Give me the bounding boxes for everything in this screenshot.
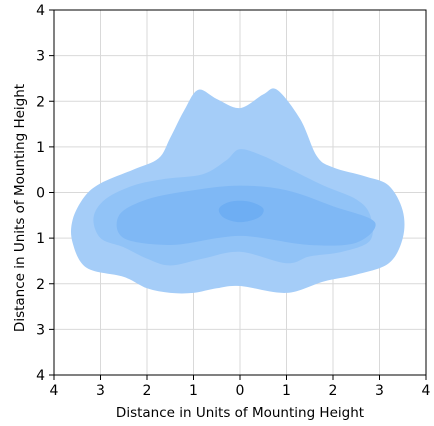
y-tick-label-2: 2 <box>36 277 45 293</box>
x-tick-label-1: 3 <box>96 383 105 399</box>
contour-core <box>218 200 264 223</box>
y-tick-label-7: 3 <box>36 49 45 65</box>
x-tick-label-4: 0 <box>236 383 245 399</box>
x-tick-label-2: 2 <box>143 383 152 399</box>
y-tick-label-0: 4 <box>36 368 45 384</box>
y-tick-label-4: 0 <box>36 186 45 202</box>
x-axis-title: Distance in Units of Mounting Height <box>116 405 364 421</box>
y-tick-label-8: 4 <box>36 3 45 19</box>
x-tick-label-8: 4 <box>422 383 431 399</box>
y-axis-title: Distance in Units of Mounting Height <box>12 84 28 332</box>
contour-regions <box>70 88 405 294</box>
y-tick-label-5: 1 <box>36 140 45 156</box>
x-tick-label-6: 2 <box>329 383 338 399</box>
y-tick-label-6: 2 <box>36 94 45 110</box>
x-tick-label-3: 1 <box>189 383 198 399</box>
y-tick-label-3: 1 <box>36 231 45 247</box>
x-tick-label-0: 4 <box>50 383 59 399</box>
x-tick-label-5: 1 <box>282 383 291 399</box>
x-tick-label-7: 3 <box>375 383 384 399</box>
y-tick-label-1: 3 <box>36 322 45 338</box>
